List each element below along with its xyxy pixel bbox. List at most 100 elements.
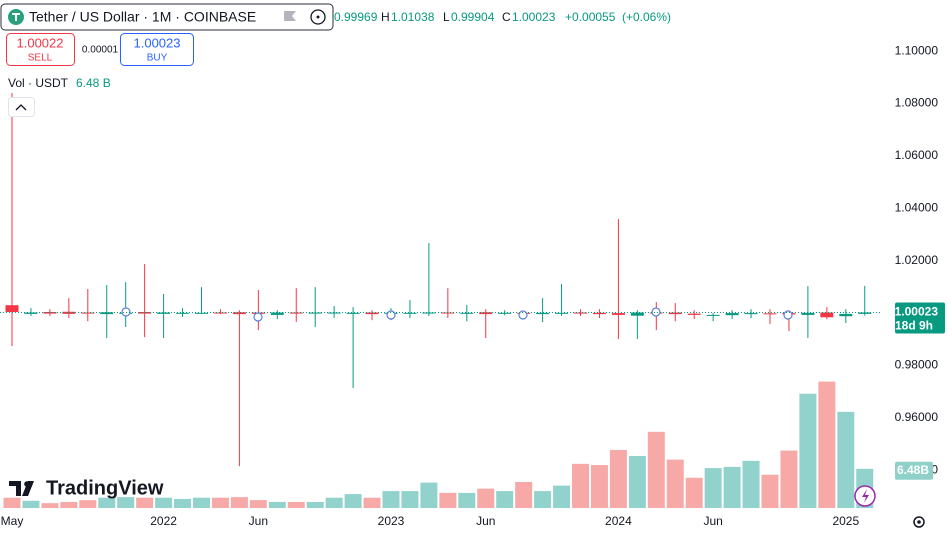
countdown-label: 18d 9h [895, 319, 933, 333]
open-value: 0.99969 [334, 10, 378, 24]
volume-bar [477, 488, 495, 508]
volume-bar [515, 481, 533, 508]
volume-bar [306, 501, 324, 508]
y-tick-label: 0.96000 [895, 410, 939, 424]
candle-layer [5, 93, 872, 467]
volume-bar [780, 450, 798, 508]
candle-body [327, 312, 341, 314]
x-tick-label: Jun [476, 514, 495, 528]
x-tick-label: May [1, 514, 24, 528]
volume-bar [553, 485, 571, 508]
y-tick-label: 1.02000 [895, 253, 939, 267]
low-prefix: L [443, 10, 450, 24]
candle-body [195, 312, 208, 314]
current-price-box [895, 302, 945, 334]
volume-bar [136, 497, 154, 508]
volume-bar [420, 482, 438, 508]
x-tick-label: Jun [703, 514, 722, 528]
candle-body [498, 312, 512, 314]
settings-button[interactable] [913, 516, 925, 528]
logo: TradingView [9, 477, 164, 499]
spread: 0.00001 [82, 45, 119, 56]
event-marker[interactable] [386, 310, 396, 320]
volume-bar [41, 503, 59, 508]
candle-body [100, 312, 114, 315]
volume-bar [344, 494, 362, 508]
candle-body [5, 305, 19, 313]
event-marker[interactable] [253, 312, 263, 322]
low-value: 0.99904 [451, 10, 495, 24]
logo-dot [24, 481, 30, 487]
volume-bar [458, 492, 476, 508]
change-percent: (+0.06%) [622, 10, 671, 24]
volume-value-box [895, 461, 933, 480]
candle-body [346, 312, 360, 314]
y-tick-label: 1.04000 [895, 200, 939, 214]
volume-layer [3, 381, 874, 508]
close-prefix: C [502, 10, 511, 24]
volume-bar [590, 465, 608, 508]
settings-dot [917, 520, 921, 524]
volume-bar [647, 431, 665, 508]
buy-button[interactable] [120, 33, 194, 66]
volume-bar [609, 449, 627, 508]
candle-body [630, 312, 644, 316]
candle-body [592, 312, 606, 315]
candle-body [365, 312, 379, 315]
event-marker[interactable] [518, 310, 528, 320]
candle-body [270, 312, 284, 315]
volume-bar [193, 497, 210, 508]
volume-bar [666, 459, 684, 508]
volume-name: Vol · USDT [8, 76, 69, 90]
candle-body [460, 312, 474, 314]
alert-icon [862, 489, 869, 503]
volume-bar [723, 466, 741, 508]
candle-body [668, 312, 682, 315]
more-icon[interactable] [310, 9, 326, 25]
logo-mark [9, 481, 34, 496]
sell-label: SELL [28, 53, 53, 64]
candle-body [744, 313, 758, 315]
candle-body [308, 312, 322, 314]
volume-bar [534, 491, 552, 508]
flag-icon[interactable] [284, 11, 296, 21]
candle-body [858, 312, 872, 314]
volume-bar [155, 497, 173, 508]
buy-price: 1.00023 [134, 35, 181, 50]
change-value: +0.00055 [565, 10, 616, 24]
candle-body [157, 312, 171, 314]
more-icon-dot [316, 15, 320, 19]
candle-body [611, 313, 625, 315]
sell-price: 1.00022 [17, 35, 64, 50]
symbol-box[interactable] [0, 3, 334, 31]
volume-bar [249, 500, 267, 508]
volume-bar [761, 474, 779, 508]
candle-body [289, 312, 303, 314]
candle-body [687, 313, 701, 315]
volume-legend-value: 6.48 B [76, 76, 111, 90]
volume-bar [211, 497, 229, 508]
candle-body [801, 312, 815, 315]
volume-bar [174, 498, 192, 508]
y-tick-label: 0.98000 [895, 358, 939, 372]
volume-bar [837, 411, 855, 508]
candle-body [763, 313, 777, 315]
candle-body [213, 312, 227, 314]
candle-body [441, 312, 455, 314]
event-marker[interactable] [783, 310, 793, 320]
volume-bar [628, 455, 646, 508]
sell-button[interactable] [6, 33, 75, 66]
volume-bar [742, 460, 760, 508]
volume-bar [117, 497, 135, 508]
candle-body [81, 312, 95, 314]
volume-bar [818, 381, 836, 508]
collapse-button[interactable] [8, 97, 35, 117]
event-marker[interactable] [651, 307, 661, 317]
candle-body [839, 313, 853, 317]
volume-bar [439, 492, 457, 508]
x-tick-label: 2023 [378, 514, 405, 528]
volume-bar [79, 500, 97, 508]
volume-bar [98, 497, 116, 508]
